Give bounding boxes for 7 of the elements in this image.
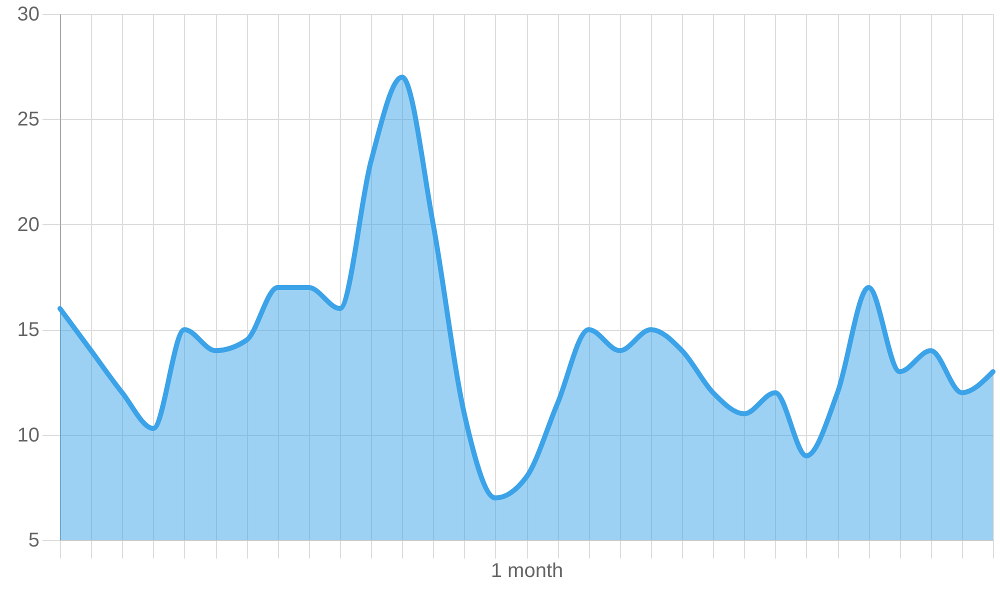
y-tick-label: 30 — [17, 4, 40, 26]
y-tick-label: 20 — [17, 214, 40, 236]
x-axis-title: 1 month — [490, 560, 564, 582]
y-tick-label: 10 — [17, 424, 40, 446]
y-tick-label: 15 — [17, 319, 40, 342]
y-tick-label: 25 — [17, 108, 40, 131]
y-tick-label: 5 — [28, 530, 40, 552]
